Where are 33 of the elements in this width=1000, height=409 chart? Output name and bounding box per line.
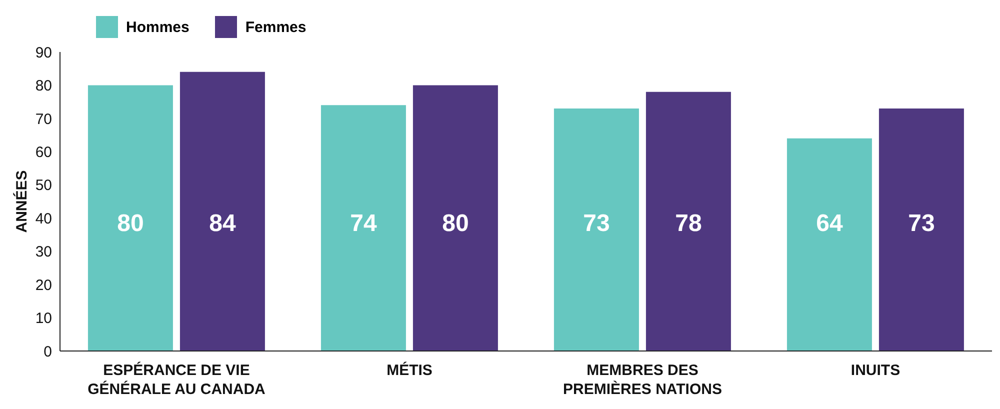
legend-label: Femmes	[245, 18, 306, 36]
y-axis-title: ANNÉES	[12, 170, 30, 233]
bar	[88, 85, 173, 351]
bar	[646, 92, 731, 351]
y-tick-label: 30	[35, 244, 52, 261]
data-label: 78	[675, 210, 702, 237]
y-tick-label: 90	[35, 44, 52, 62]
y-tick-label: 20	[35, 276, 52, 294]
y-tick-label: 80	[35, 78, 52, 95]
y-tick-label: 60	[35, 144, 52, 161]
y-tick-label: 10	[35, 310, 52, 328]
bar	[180, 72, 265, 351]
x-tick-label: INUITS	[850, 362, 900, 379]
data-label: 84	[209, 210, 236, 237]
x-tick-label: ESPÉRANCE DE VIE GÉNÉRALE AU CANADA	[88, 361, 266, 398]
y-tick-label: 70	[35, 110, 52, 128]
bar	[412, 85, 498, 351]
x-tick-label: MÉTIS	[386, 361, 432, 379]
bar	[320, 105, 406, 351]
y-tick-label: 40	[35, 210, 52, 228]
data-label: 80	[117, 210, 144, 237]
legend-label: Hommes	[126, 18, 190, 36]
x-tick-label: MEMBRES DES PREMIÈRES NATIONS	[563, 362, 722, 398]
y-tick-label: 50	[35, 177, 52, 194]
bar	[554, 108, 639, 351]
bar	[878, 108, 964, 351]
data-label: 73	[583, 210, 610, 237]
y-tick-label: 0	[44, 343, 52, 360]
data-label: 73	[908, 210, 935, 237]
data-label: 80	[442, 210, 469, 237]
bar	[786, 138, 872, 351]
data-label: 64	[816, 210, 844, 237]
data-label: 74	[350, 210, 378, 237]
